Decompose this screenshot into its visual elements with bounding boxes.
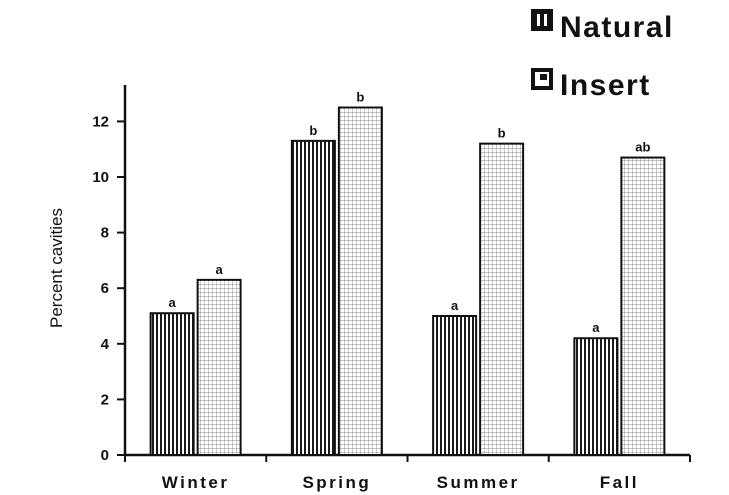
data-label: a bbox=[592, 320, 600, 335]
bars bbox=[149, 106, 666, 457]
bar-insert bbox=[479, 142, 525, 456]
legend: Natural Insert bbox=[531, 9, 674, 102]
legend-label-insert: Insert bbox=[560, 69, 651, 102]
legend-label-natural: Natural bbox=[560, 11, 674, 44]
bar-natural bbox=[573, 337, 619, 456]
bar-insert bbox=[337, 106, 383, 456]
y-axis-label: Percent cavities bbox=[47, 208, 66, 328]
y-tick-label: 4 bbox=[101, 336, 110, 353]
data-label: a bbox=[169, 295, 177, 310]
data-label: b bbox=[309, 123, 317, 138]
legend-item-natural: Natural bbox=[531, 9, 674, 44]
legend-item-insert: Insert bbox=[531, 68, 651, 102]
bar-natural bbox=[290, 139, 336, 457]
legend-swatch-natural bbox=[531, 9, 553, 31]
y-tick-label: 0 bbox=[101, 447, 109, 464]
x-tick-label: Winter bbox=[162, 473, 230, 492]
data-label: a bbox=[216, 262, 224, 277]
y-tick-label: 12 bbox=[92, 113, 109, 130]
x-tick-label: Summer bbox=[437, 473, 520, 492]
y-tick-label: 8 bbox=[101, 225, 109, 242]
bar-natural bbox=[432, 315, 478, 456]
bar-insert bbox=[620, 156, 666, 456]
y-tick-label: 2 bbox=[101, 391, 109, 408]
y-tick-label: 10 bbox=[92, 169, 109, 186]
data-label: b bbox=[498, 126, 506, 141]
bar-natural bbox=[149, 312, 195, 456]
data-label: b bbox=[356, 90, 364, 105]
y-tick-label: 6 bbox=[101, 280, 109, 297]
data-label: ab bbox=[635, 140, 650, 155]
bar-insert bbox=[196, 278, 242, 456]
x-tick-label: Fall bbox=[600, 473, 639, 492]
data-label: a bbox=[451, 298, 459, 313]
legend-swatch-insert bbox=[531, 68, 553, 90]
x-tick-label: Spring bbox=[302, 473, 371, 492]
